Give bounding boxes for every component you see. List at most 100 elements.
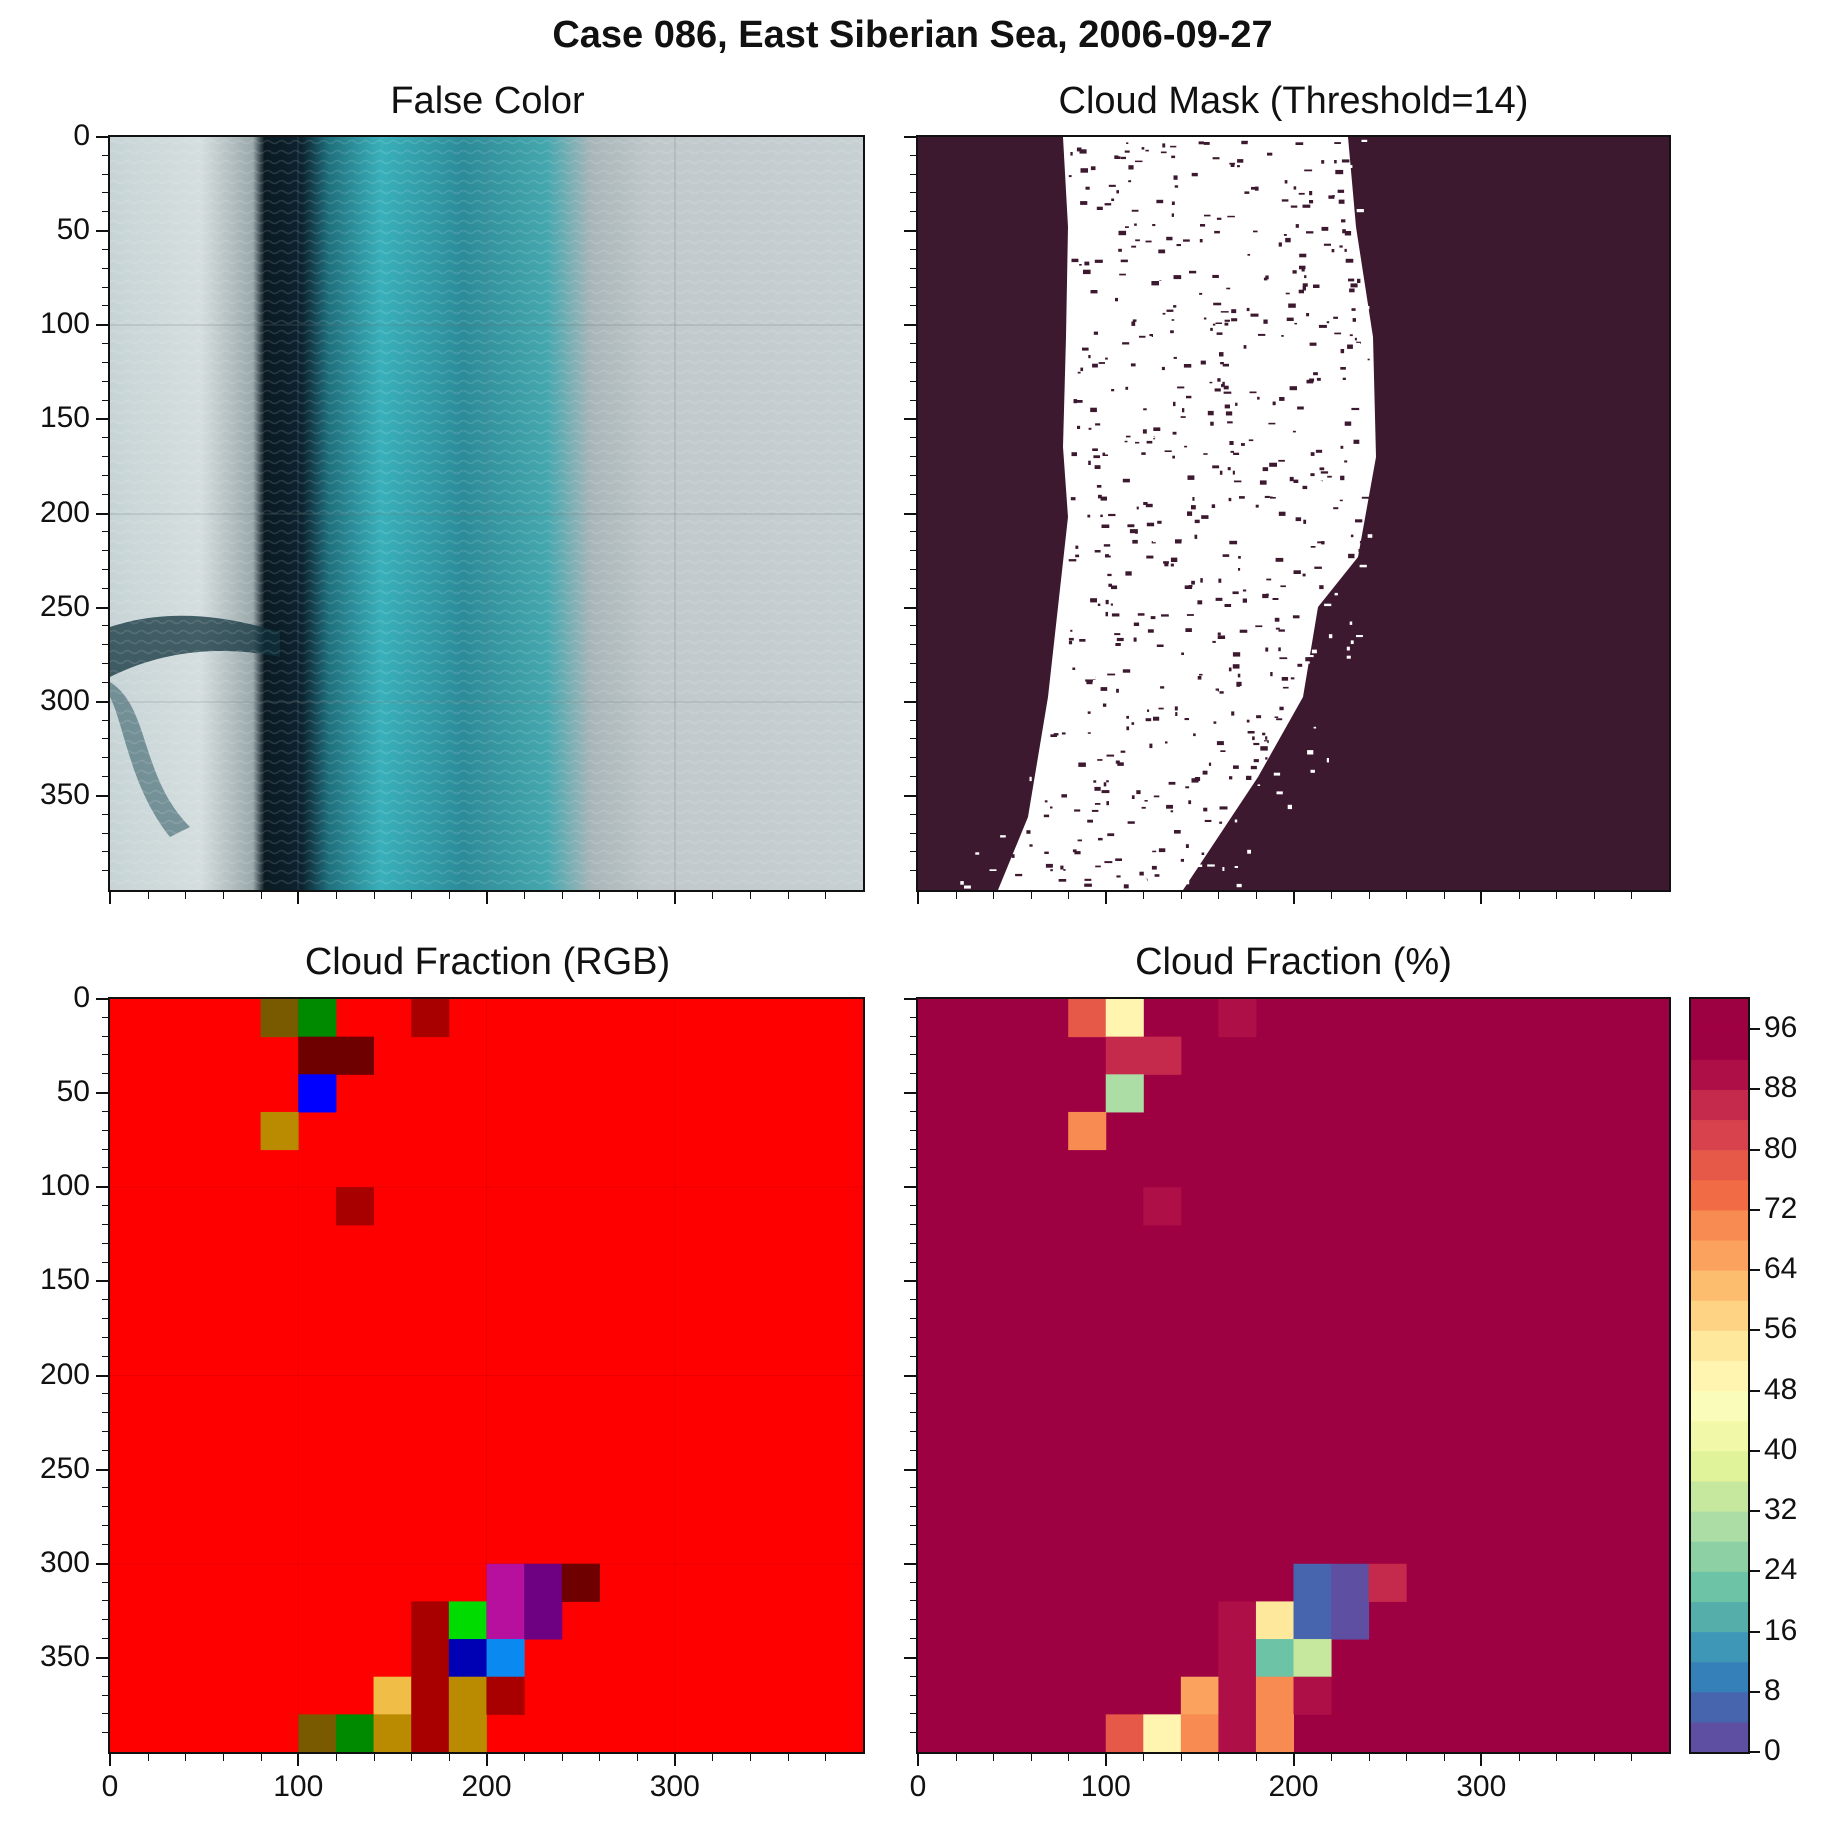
y-tick xyxy=(96,230,108,233)
y-minor-tick xyxy=(910,1167,916,1169)
y-tick-label: 0 xyxy=(73,981,90,1014)
heatmap-cell xyxy=(561,1563,600,1602)
colorbar-segment xyxy=(1691,1571,1748,1602)
colorbar-segment xyxy=(1691,1059,1748,1090)
x-minor-tick xyxy=(185,892,187,899)
y-tick xyxy=(904,230,916,233)
colorbar-tick-label: 80 xyxy=(1764,1131,1798,1165)
panel-title-cloud-fraction-pct: Cloud Fraction (%) xyxy=(1135,941,1452,983)
x-minor-tick xyxy=(185,1754,187,1761)
x-minor-tick xyxy=(1368,1754,1370,1761)
y-minor-tick xyxy=(910,870,916,872)
heatmap-cell xyxy=(411,1676,450,1715)
x-tick-label: 300 xyxy=(649,1770,700,1803)
x-minor-tick xyxy=(712,892,714,899)
colorbar-tick xyxy=(1750,1088,1760,1091)
x-minor-tick xyxy=(787,892,789,899)
x-tick xyxy=(673,892,676,904)
colorbar-segment xyxy=(1691,1691,1748,1723)
y-minor-tick xyxy=(910,267,916,269)
y-minor-tick xyxy=(102,1487,108,1489)
y-minor-tick xyxy=(102,1318,108,1320)
y-minor-tick xyxy=(910,1543,916,1545)
y-minor-tick xyxy=(910,568,916,570)
colorbar-tick-label: 32 xyxy=(1764,1493,1798,1527)
y-minor-tick xyxy=(910,192,916,194)
y-minor-tick xyxy=(102,1449,108,1451)
colorbar-segment xyxy=(1691,1450,1748,1482)
y-minor-tick xyxy=(102,1205,108,1207)
y-tick xyxy=(904,700,916,703)
cloud-fraction-pct-panel xyxy=(916,997,1671,1754)
colorbar-segment xyxy=(1691,999,1748,1030)
panel-title-cloud-fraction-rgb: Cloud Fraction (RGB) xyxy=(304,941,671,983)
colorbar-tick-label: 16 xyxy=(1764,1613,1798,1647)
y-minor-tick xyxy=(910,813,916,815)
x-minor-tick xyxy=(955,892,957,899)
y-minor-tick xyxy=(910,587,916,589)
x-minor-tick xyxy=(1331,892,1333,899)
y-tick-label: 350 xyxy=(39,777,90,811)
x-minor-tick xyxy=(1068,892,1070,899)
cloud-mask-image xyxy=(918,137,1669,890)
colorbar-tick-label: 96 xyxy=(1764,1011,1798,1045)
heatmap-cell xyxy=(1143,1714,1182,1752)
y-tick xyxy=(96,794,108,797)
heatmap-cell xyxy=(1105,999,1144,1038)
y-minor-tick xyxy=(910,719,916,721)
y-tick xyxy=(904,418,916,421)
colorbar-tick xyxy=(1750,1449,1760,1452)
y-minor-tick xyxy=(102,154,108,156)
colorbar-tick xyxy=(1750,1028,1760,1031)
heatmap-cell xyxy=(1218,1714,1257,1752)
x-minor-tick xyxy=(750,1754,752,1761)
y-minor-tick xyxy=(102,305,108,307)
y-tick xyxy=(904,324,916,327)
colorbar-tick-label: 72 xyxy=(1764,1191,1798,1225)
y-minor-tick xyxy=(910,1638,916,1640)
x-minor-tick xyxy=(411,1754,413,1761)
x-minor-tick xyxy=(1556,892,1558,899)
x-minor-tick xyxy=(448,892,450,899)
y-tick-label: 150 xyxy=(39,401,90,435)
colorbar-tick xyxy=(1750,1570,1760,1573)
x-tick-label: 200 xyxy=(461,1770,512,1803)
x-minor-tick xyxy=(825,892,827,899)
y-tick xyxy=(96,1092,108,1095)
false-color-image xyxy=(110,137,863,890)
y-minor-tick xyxy=(102,1299,108,1301)
y-minor-tick xyxy=(910,1506,916,1508)
x-minor-tick xyxy=(448,1754,450,1761)
x-minor-tick xyxy=(147,1754,149,1761)
y-minor-tick xyxy=(102,1054,108,1056)
colorbar-segment xyxy=(1691,1390,1748,1422)
x-minor-tick xyxy=(993,1754,995,1761)
colorbar-segment xyxy=(1691,1149,1748,1181)
y-tick xyxy=(96,1186,108,1189)
heatmap-cell xyxy=(1143,1036,1182,1075)
colorbar-segment xyxy=(1691,1239,1748,1271)
heatmap-cell xyxy=(411,1639,450,1678)
x-tick-label: 100 xyxy=(273,1770,324,1803)
x-minor-tick xyxy=(260,1754,262,1761)
colorbar-segment xyxy=(1691,1721,1748,1752)
y-minor-tick xyxy=(910,1299,916,1301)
x-tick xyxy=(485,1754,488,1766)
y-minor-tick xyxy=(102,1129,108,1131)
x-minor-tick xyxy=(1443,892,1445,899)
y-minor-tick xyxy=(102,625,108,627)
y-minor-tick xyxy=(910,1148,916,1150)
x-minor-tick xyxy=(1218,1754,1220,1761)
y-minor-tick xyxy=(910,663,916,665)
y-minor-tick xyxy=(910,681,916,683)
x-minor-tick xyxy=(825,1754,827,1761)
heatmap-cell xyxy=(1331,1601,1370,1640)
y-minor-tick xyxy=(102,1638,108,1640)
y-minor-tick xyxy=(910,1675,916,1677)
colorbar-segment xyxy=(1691,1480,1748,1512)
x-minor-tick xyxy=(955,1754,957,1761)
heatmap-cell xyxy=(1218,999,1257,1038)
y-minor-tick xyxy=(102,192,108,194)
heatmap-cell xyxy=(486,1639,525,1678)
y-minor-tick xyxy=(102,211,108,213)
